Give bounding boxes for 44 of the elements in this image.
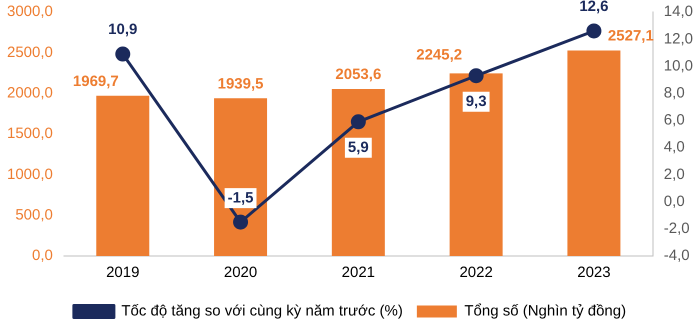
y-tick-label: 1500,0	[6, 125, 53, 142]
bar	[332, 88, 385, 256]
data-label: 5,9	[348, 138, 369, 156]
y-tick-label: 3000,0	[6, 3, 53, 20]
data-label: 1939,5	[218, 75, 264, 92]
legend-label: Tốc độ tăng so với cùng kỳ năm trước (%)	[121, 302, 403, 320]
y2-tick-label: 14,0	[664, 3, 694, 20]
bar	[450, 73, 503, 256]
data-label: 9,3	[466, 92, 487, 110]
y2-tick-label: 2,0	[664, 166, 685, 183]
x-tick-label: 2020	[224, 264, 258, 282]
data-label: -1,5	[228, 189, 254, 206]
point	[468, 68, 484, 84]
x-tick-label: 2019	[106, 264, 140, 282]
data-label: 10,9	[108, 21, 138, 38]
y-tick-label: 0,0	[32, 247, 53, 264]
y-tick-label: 500,0	[15, 206, 53, 224]
point	[115, 46, 130, 62]
y2-tick-label: 8,0	[664, 84, 685, 102]
y2-tick-label: 6,0	[664, 112, 685, 129]
data-label: 2245,2	[416, 46, 462, 64]
x-tick-label: 2023	[577, 264, 611, 282]
bar	[214, 98, 268, 256]
y2-tick-label: 10,0	[664, 57, 694, 74]
point	[350, 114, 366, 130]
data-label: 1969,7	[72, 72, 119, 90]
y-tick-label: 2000,0	[6, 84, 53, 102]
y2-tick-label: 12,0	[664, 30, 694, 48]
legend-label: Tổng số (Nghìn tỷ đồng)	[464, 302, 626, 320]
point	[586, 23, 602, 38]
y2-tick-label: 0,0	[664, 192, 685, 210]
data-label: 12,6	[579, 0, 609, 16]
y-tick-label: 2500,0	[6, 44, 53, 61]
data-label: 2527,1	[608, 28, 654, 45]
y-tick-label: 1000,0	[6, 166, 53, 183]
bar	[96, 96, 150, 256]
y2-tick-label: -4,0	[664, 247, 690, 264]
y2-tick-label: 4,0	[664, 138, 685, 156]
point	[233, 214, 248, 230]
y2-tick-label: -2,0	[664, 220, 690, 238]
x-tick-label: 2022	[459, 264, 493, 282]
bar	[567, 50, 620, 256]
x-tick-label: 2021	[342, 264, 376, 282]
data-label: 2053,6	[335, 66, 382, 84]
